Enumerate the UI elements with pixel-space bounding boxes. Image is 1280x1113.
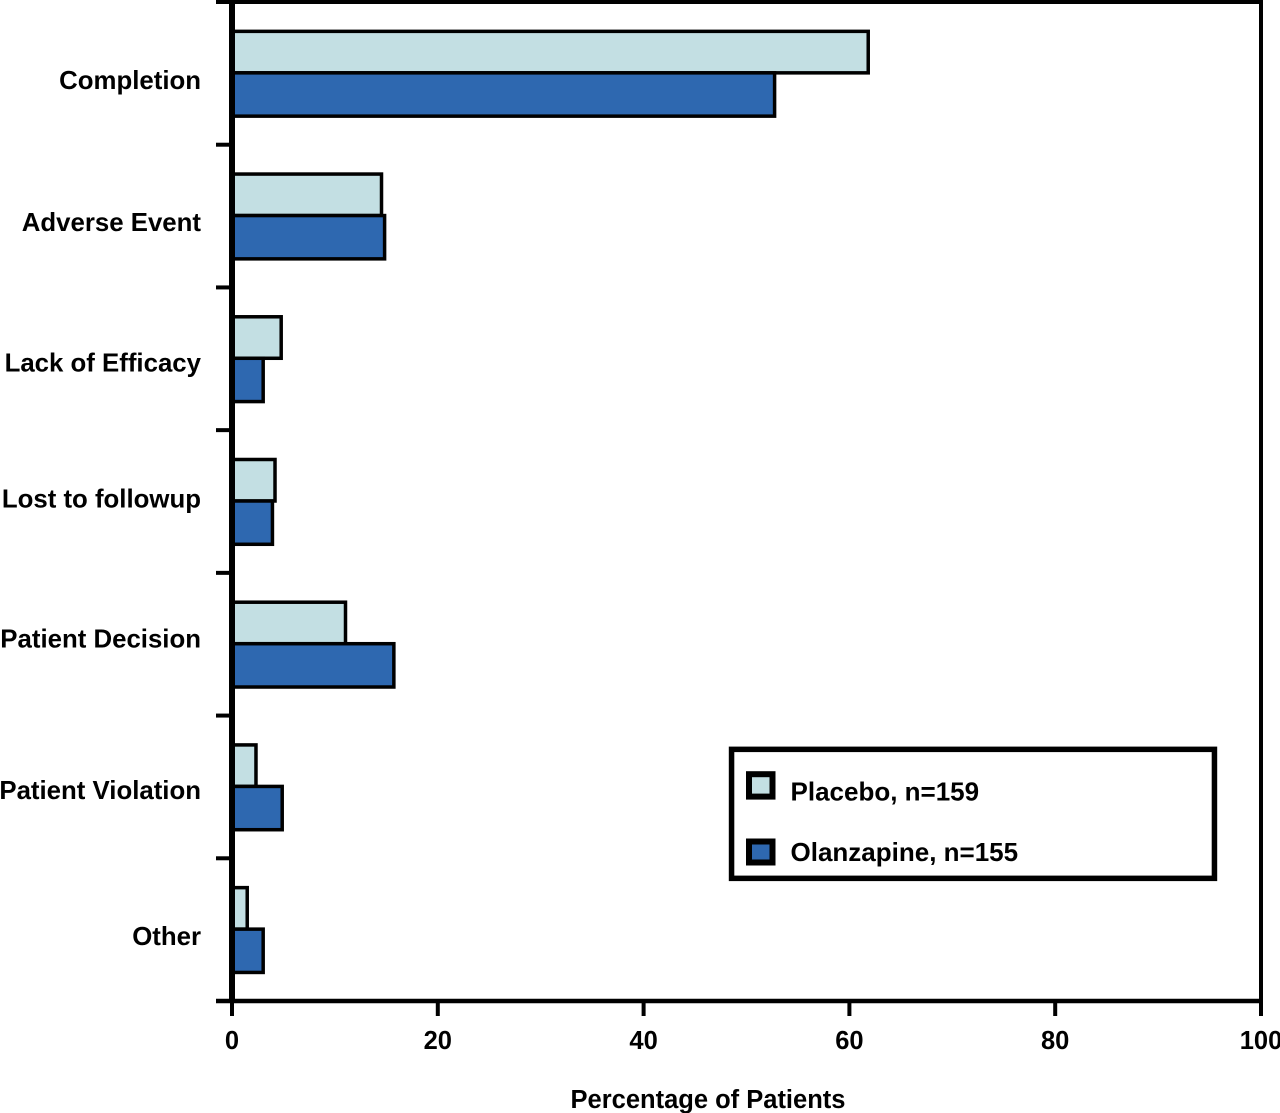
svg-text:60: 60	[835, 1027, 863, 1055]
svg-text:Percentage of Patients: Percentage of Patients	[571, 1086, 846, 1113]
svg-text:Lack of Efficacy: Lack of Efficacy	[5, 350, 202, 378]
svg-text:Olanzapine, n=155: Olanzapine, n=155	[791, 837, 1019, 867]
svg-text:Placebo, n=159: Placebo, n=159	[791, 777, 980, 807]
svg-text:Other: Other	[132, 923, 201, 951]
svg-text:0: 0	[225, 1027, 239, 1055]
svg-text:40: 40	[629, 1027, 657, 1055]
svg-text:Adverse Event: Adverse Event	[22, 209, 202, 237]
svg-text:20: 20	[424, 1027, 452, 1055]
svg-text:100: 100	[1240, 1027, 1280, 1055]
svg-text:Patient Violation: Patient Violation	[0, 777, 201, 805]
svg-text:Lost to followup: Lost to followup	[2, 486, 201, 514]
svg-text:80: 80	[1041, 1027, 1069, 1055]
svg-text:Completion: Completion	[59, 67, 201, 95]
svg-text:Patient Decision: Patient Decision	[0, 625, 201, 653]
